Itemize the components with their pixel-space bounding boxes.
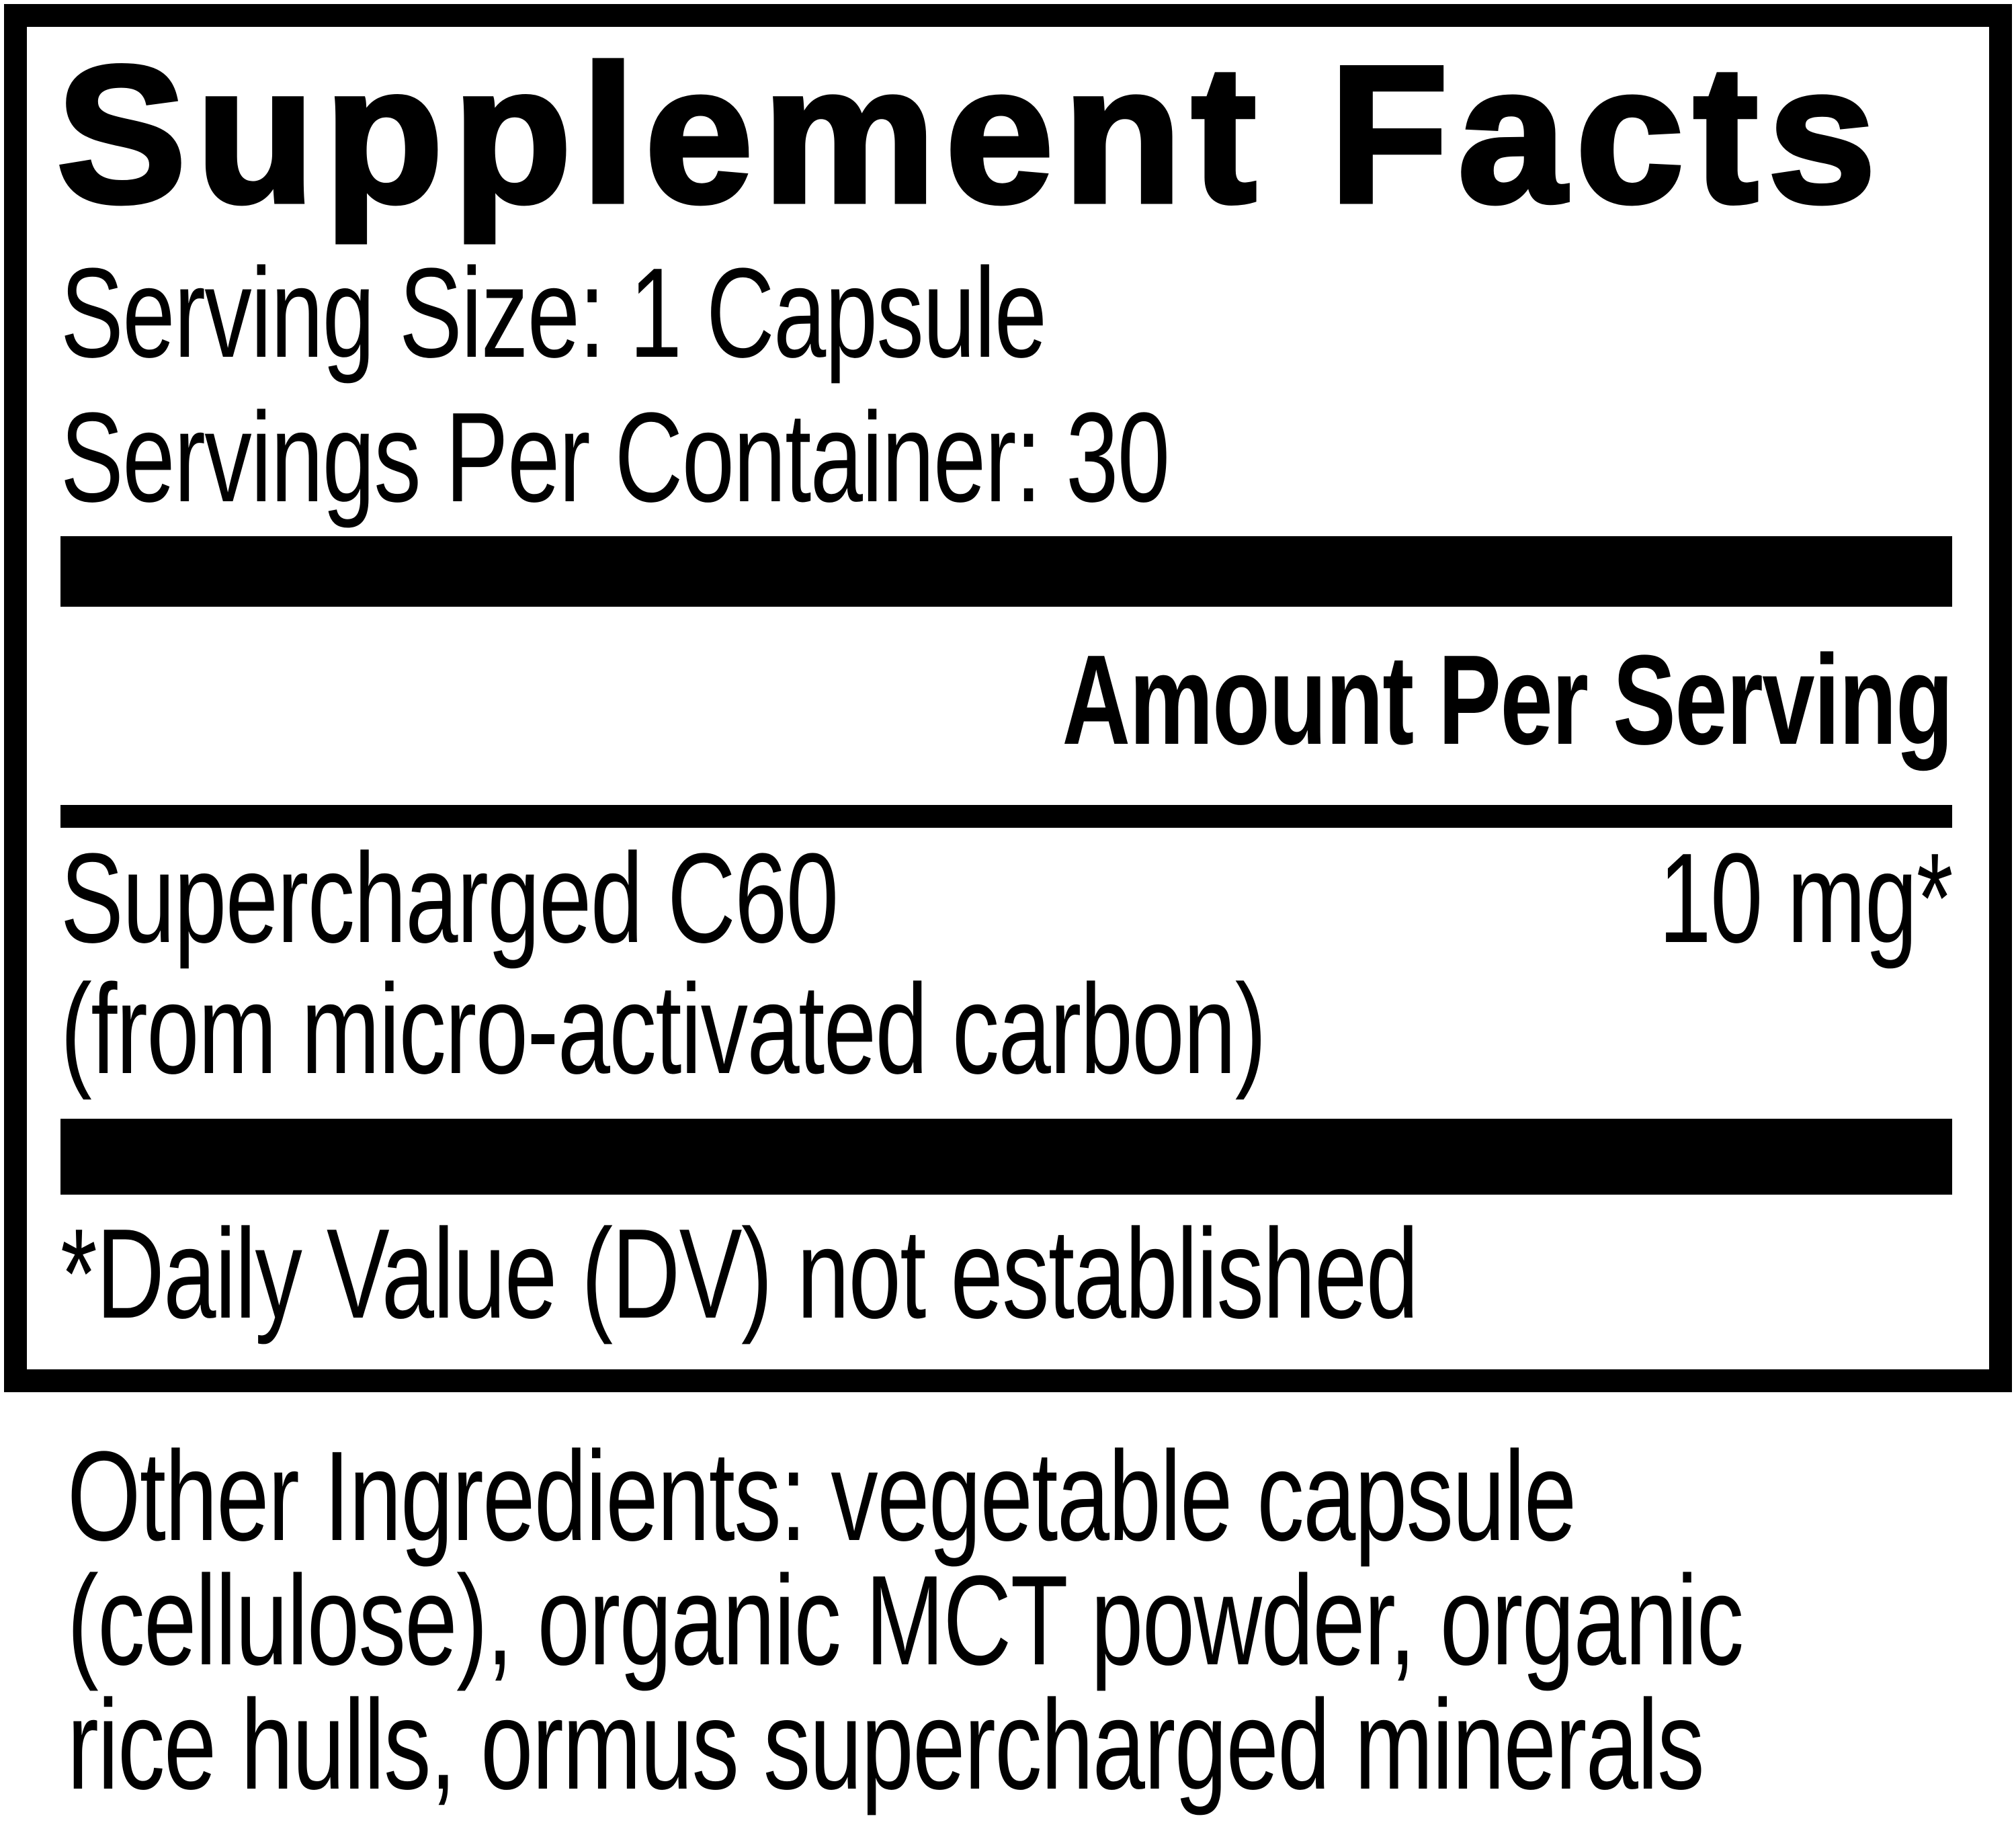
- other-ingredients-line-3: rice hulls, ormus supercharged minerals: [67, 1681, 1982, 1809]
- daily-value-footnote: *Daily Value (DV) not established: [60, 1203, 1419, 1345]
- divider-bar-thick-top: [60, 536, 1952, 607]
- amount-per-serving-header: Amount Per Serving: [60, 629, 1953, 771]
- other-ingredients-text-1: Other Ingredients: vegetable capsule: [67, 1425, 1577, 1568]
- serving-size-line: Serving Size: 1 Capsule: [60, 249, 1952, 377]
- ingredient-row: Supercharged C60 10 mg*: [60, 827, 1953, 970]
- supplement-facts-box: Supplement Facts Serving Size: 1 Capsule…: [4, 4, 2012, 1392]
- other-ingredients-text-3: rice hulls, ormus supercharged minerals: [67, 1674, 1705, 1816]
- daily-value-footnote-line: *Daily Value (DV) not established: [60, 1210, 1952, 1338]
- serving-size-text: Serving Size: 1 Capsule: [60, 242, 1047, 384]
- other-ingredients-line-1: Other Ingredients: vegetable capsule: [67, 1425, 1982, 1568]
- ingredient-detail: (from micro-activated carbon): [60, 958, 1267, 1101]
- ingredient-detail-line: (from micro-activated carbon): [60, 966, 1952, 1093]
- other-ingredients-line-2: (cellulose), organic MCT powder, organic: [67, 1549, 1982, 1692]
- divider-bar-thick-bottom: [60, 1119, 1952, 1195]
- divider-bar-medium: [60, 805, 1952, 828]
- servings-per-container-text: Servings Per Container: 30: [60, 386, 1170, 529]
- other-ingredients-block: Other Ingredients: vegetable capsule (ce…: [67, 1425, 1982, 1809]
- amount-per-serving-text: Amount Per Serving: [1062, 629, 1953, 771]
- servings-per-container-line: Servings Per Container: 30: [60, 394, 1952, 521]
- other-ingredients-text-2: (cellulose), organic MCT powder, organic: [67, 1549, 1744, 1692]
- supplement-facts-title: Supplement Facts: [54, 26, 1886, 243]
- ingredient-amount: 10 mg*: [1658, 827, 1953, 970]
- ingredient-name: Supercharged C60: [60, 827, 839, 970]
